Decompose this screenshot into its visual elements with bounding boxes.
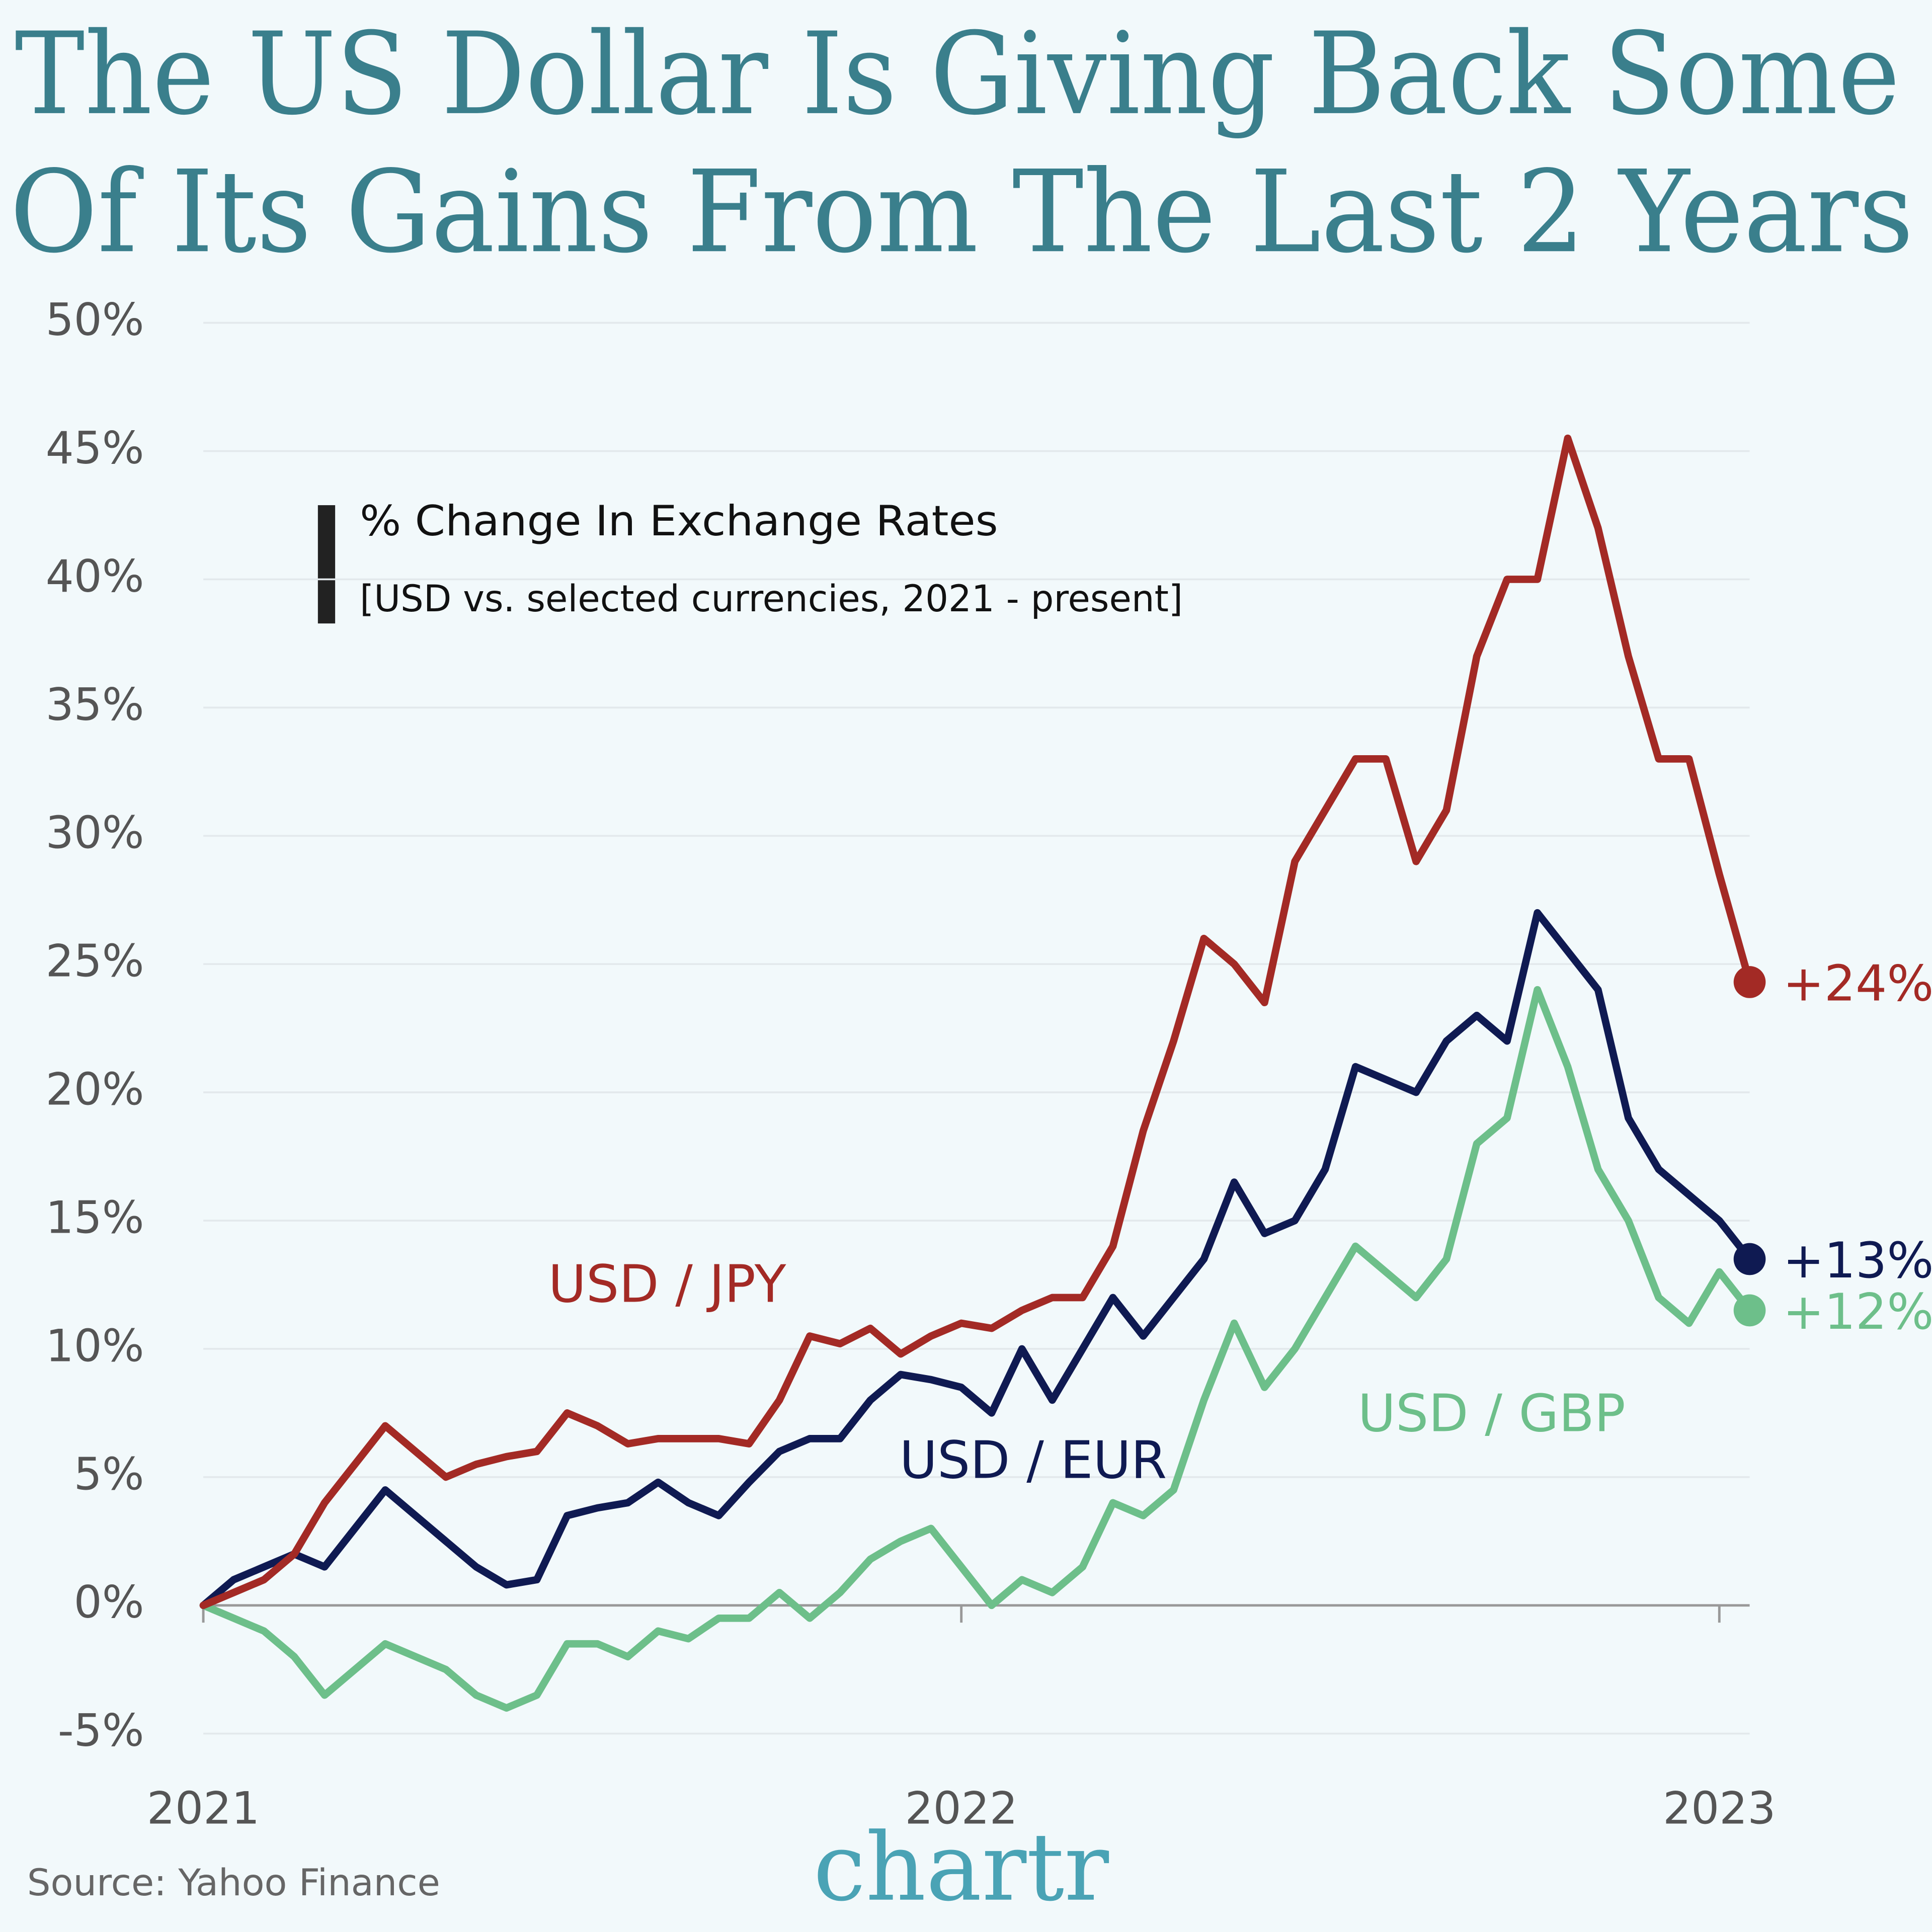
y-tick-label: 5% — [74, 1448, 144, 1500]
series-line — [199, 434, 1753, 1609]
series-line — [199, 909, 1753, 1609]
series-label: USD / GBP — [1358, 1384, 1626, 1444]
y-tick-label: 30% — [46, 807, 144, 859]
y-tick-label: 50% — [46, 294, 144, 346]
y-tick-label: 25% — [46, 935, 144, 987]
source: Source: Yahoo Finance — [27, 1862, 440, 1904]
y-tick-label: -5% — [58, 1705, 144, 1756]
y-tick-label: 40% — [46, 550, 144, 602]
y-tick-label: 20% — [46, 1064, 144, 1115]
end-dot — [1733, 966, 1766, 998]
y-tick-label: 15% — [46, 1191, 144, 1243]
annotation-title: % Change In Exchange Rates — [360, 497, 998, 545]
x-tick-label: 2021 — [147, 1782, 260, 1834]
series-label: USD / JPY — [548, 1254, 787, 1314]
end-label: +13% — [1783, 1232, 1932, 1290]
end-label: +12% — [1783, 1283, 1932, 1341]
y-tick-label: 45% — [46, 422, 144, 474]
end-dot — [1733, 1294, 1766, 1327]
brand: chartr — [813, 1813, 1109, 1922]
y-tick-label: 10% — [46, 1320, 144, 1372]
series-line — [199, 986, 1753, 1712]
end-label: +24% — [1783, 955, 1932, 1013]
chart-title: The US Dollar Is Giving Back Some — [15, 9, 1900, 140]
annotation-subtitle: [USD vs. selected currencies, 2021 - pre… — [360, 578, 1183, 620]
y-tick-label: 0% — [74, 1576, 144, 1628]
x-tick-label: 2023 — [1663, 1782, 1776, 1834]
annotation-bar — [317, 505, 336, 624]
x-tick-label: 2022 — [905, 1782, 1018, 1834]
y-tick-label: 35% — [46, 679, 144, 731]
series-label: USD / EUR — [900, 1431, 1167, 1491]
end-dot — [1733, 1243, 1766, 1275]
chart-title: Of Its Gains From The Last 2 Years — [10, 146, 1914, 278]
